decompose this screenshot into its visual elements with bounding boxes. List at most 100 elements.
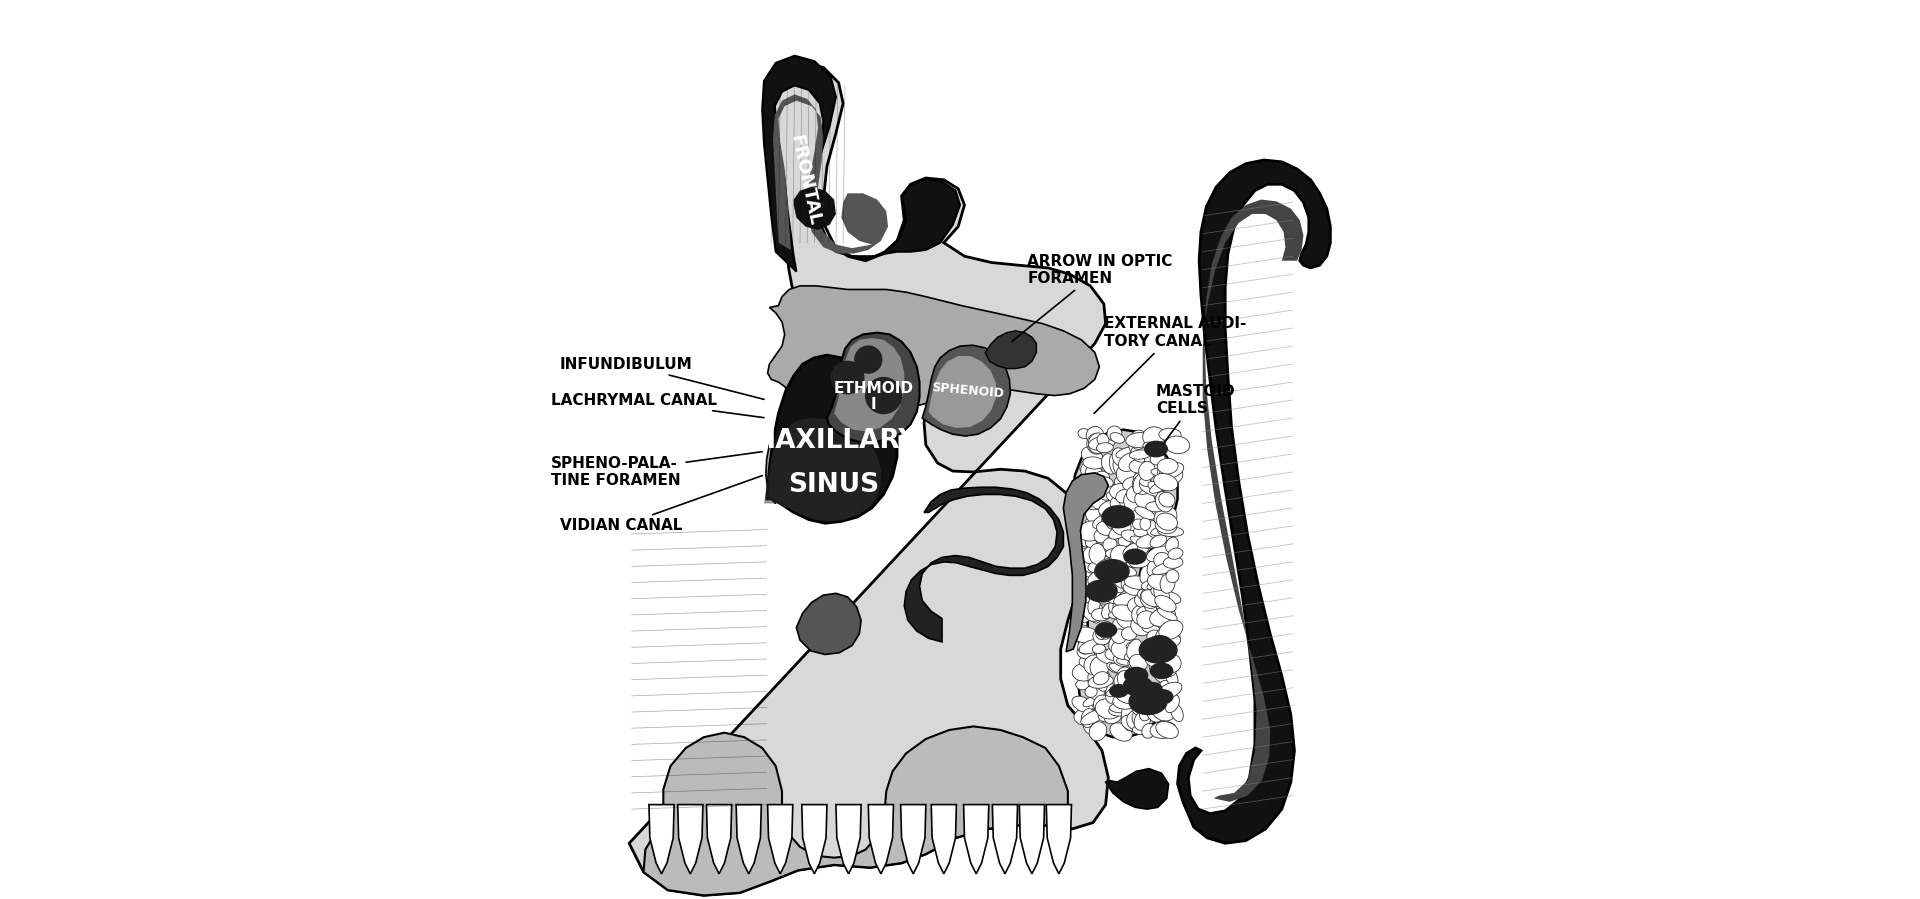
Ellipse shape bbox=[1127, 710, 1148, 731]
Polygon shape bbox=[707, 805, 732, 874]
Ellipse shape bbox=[1112, 448, 1127, 466]
Ellipse shape bbox=[1081, 490, 1104, 510]
Ellipse shape bbox=[1114, 458, 1127, 478]
Ellipse shape bbox=[1106, 571, 1125, 592]
Ellipse shape bbox=[1096, 442, 1114, 453]
Ellipse shape bbox=[1131, 616, 1152, 636]
Ellipse shape bbox=[1089, 488, 1106, 509]
Ellipse shape bbox=[1123, 667, 1148, 684]
Ellipse shape bbox=[1140, 686, 1152, 701]
Ellipse shape bbox=[1110, 524, 1129, 539]
Ellipse shape bbox=[1096, 670, 1112, 691]
Ellipse shape bbox=[1142, 427, 1167, 449]
Ellipse shape bbox=[1146, 546, 1169, 562]
Ellipse shape bbox=[1108, 706, 1129, 716]
Ellipse shape bbox=[1123, 675, 1154, 697]
Ellipse shape bbox=[1089, 606, 1100, 623]
Polygon shape bbox=[993, 805, 1018, 874]
Ellipse shape bbox=[1146, 576, 1169, 590]
Ellipse shape bbox=[1140, 590, 1162, 607]
Ellipse shape bbox=[1150, 586, 1164, 597]
Ellipse shape bbox=[1089, 675, 1114, 689]
Ellipse shape bbox=[1073, 625, 1092, 645]
Ellipse shape bbox=[1158, 591, 1181, 604]
Ellipse shape bbox=[1098, 621, 1114, 639]
Ellipse shape bbox=[1135, 507, 1156, 520]
Ellipse shape bbox=[1094, 559, 1129, 583]
Ellipse shape bbox=[1135, 593, 1154, 608]
Ellipse shape bbox=[1077, 610, 1091, 622]
Polygon shape bbox=[1073, 430, 1177, 737]
Text: EXTERNAL AUDI-
TORY CANAL: EXTERNAL AUDI- TORY CANAL bbox=[1094, 316, 1246, 414]
Ellipse shape bbox=[1139, 636, 1177, 663]
Polygon shape bbox=[828, 333, 920, 442]
Ellipse shape bbox=[1089, 561, 1108, 573]
Ellipse shape bbox=[1079, 594, 1094, 606]
Ellipse shape bbox=[1102, 454, 1117, 474]
Ellipse shape bbox=[1083, 556, 1108, 574]
Ellipse shape bbox=[1156, 492, 1173, 512]
Ellipse shape bbox=[1152, 440, 1173, 453]
Ellipse shape bbox=[1127, 642, 1142, 651]
Ellipse shape bbox=[1116, 690, 1139, 704]
Ellipse shape bbox=[1127, 639, 1142, 660]
Ellipse shape bbox=[1116, 464, 1137, 485]
Ellipse shape bbox=[1152, 571, 1167, 592]
Ellipse shape bbox=[1094, 530, 1108, 543]
Ellipse shape bbox=[1112, 616, 1135, 635]
Ellipse shape bbox=[1083, 716, 1102, 734]
Ellipse shape bbox=[1125, 650, 1140, 661]
Ellipse shape bbox=[1121, 576, 1133, 591]
Ellipse shape bbox=[1094, 700, 1114, 716]
Ellipse shape bbox=[1081, 597, 1098, 619]
Ellipse shape bbox=[1146, 502, 1165, 512]
Ellipse shape bbox=[1133, 519, 1144, 530]
Ellipse shape bbox=[1144, 688, 1160, 703]
Ellipse shape bbox=[1092, 672, 1110, 685]
Ellipse shape bbox=[1089, 722, 1106, 741]
Ellipse shape bbox=[1150, 663, 1173, 679]
Ellipse shape bbox=[1110, 545, 1131, 565]
Ellipse shape bbox=[1091, 575, 1108, 583]
Ellipse shape bbox=[1096, 471, 1110, 482]
Ellipse shape bbox=[1169, 635, 1181, 645]
Text: INFUNDIBULUM: INFUNDIBULUM bbox=[561, 357, 764, 399]
Ellipse shape bbox=[1160, 493, 1175, 507]
Ellipse shape bbox=[1137, 534, 1160, 548]
Ellipse shape bbox=[1144, 441, 1167, 458]
Ellipse shape bbox=[1108, 600, 1121, 616]
Ellipse shape bbox=[1112, 605, 1137, 621]
Ellipse shape bbox=[1152, 689, 1173, 705]
Ellipse shape bbox=[1165, 669, 1179, 687]
Ellipse shape bbox=[1127, 559, 1137, 567]
Ellipse shape bbox=[1114, 555, 1133, 570]
Ellipse shape bbox=[1106, 548, 1127, 559]
Ellipse shape bbox=[1110, 516, 1137, 534]
Ellipse shape bbox=[1077, 547, 1100, 560]
Ellipse shape bbox=[1154, 474, 1177, 491]
Ellipse shape bbox=[1123, 476, 1148, 492]
Ellipse shape bbox=[1106, 647, 1123, 661]
Polygon shape bbox=[1064, 473, 1108, 652]
Ellipse shape bbox=[1119, 680, 1131, 689]
Ellipse shape bbox=[1085, 516, 1098, 535]
Ellipse shape bbox=[1121, 566, 1137, 576]
Ellipse shape bbox=[1144, 450, 1160, 471]
Ellipse shape bbox=[1081, 447, 1102, 465]
Ellipse shape bbox=[1077, 640, 1092, 654]
Ellipse shape bbox=[1154, 506, 1177, 527]
Ellipse shape bbox=[1154, 687, 1171, 704]
Ellipse shape bbox=[1133, 681, 1150, 690]
Ellipse shape bbox=[1087, 433, 1108, 454]
Polygon shape bbox=[929, 356, 996, 428]
Ellipse shape bbox=[1121, 627, 1137, 640]
Ellipse shape bbox=[1087, 426, 1104, 445]
Ellipse shape bbox=[1073, 531, 1098, 548]
Polygon shape bbox=[1177, 160, 1331, 843]
Ellipse shape bbox=[1121, 530, 1142, 542]
Ellipse shape bbox=[1129, 654, 1148, 671]
Ellipse shape bbox=[1129, 450, 1152, 459]
Ellipse shape bbox=[1133, 709, 1148, 727]
Ellipse shape bbox=[1144, 600, 1156, 613]
Polygon shape bbox=[764, 418, 881, 521]
